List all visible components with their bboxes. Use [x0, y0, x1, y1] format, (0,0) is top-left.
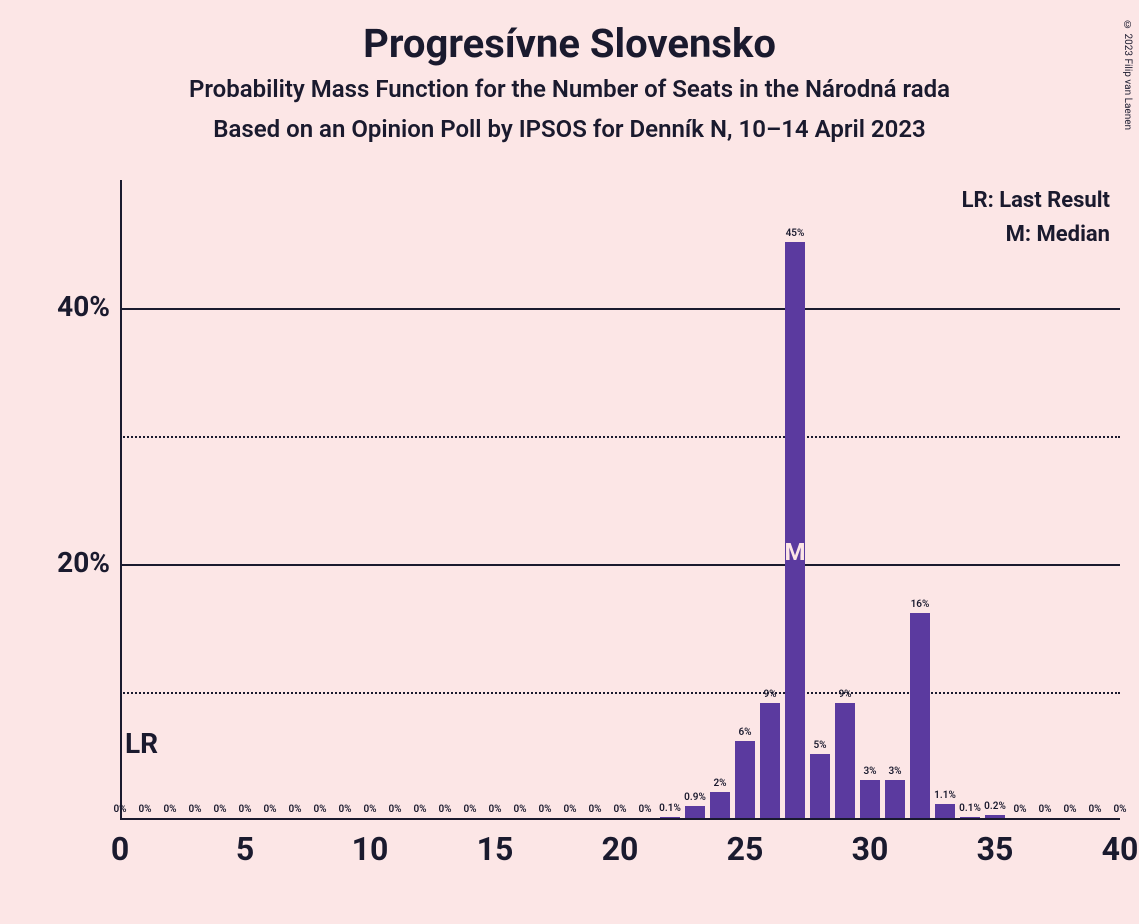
x-tick-label: 25: [727, 830, 764, 868]
bar-value-label: 0%: [1013, 804, 1026, 815]
x-tick-label: 35: [977, 830, 1014, 868]
bar-value-label: 0%: [288, 804, 301, 815]
bar-value-label: 3%: [888, 766, 901, 777]
bar-value-label: 0%: [388, 804, 401, 815]
bar-value-label: 0%: [113, 804, 126, 815]
bar-value-label: 3%: [863, 766, 876, 777]
bar-value-label: 0%: [263, 804, 276, 815]
gridline: [120, 564, 1120, 566]
bar-value-label: 0%: [438, 804, 451, 815]
bar-value-label: 0%: [538, 804, 551, 815]
bar-value-label: 9%: [763, 689, 776, 700]
bar-value-label: 0.1%: [959, 803, 981, 814]
bar-value-label: 0%: [1113, 804, 1126, 815]
bar-value-label: 0%: [588, 804, 601, 815]
bar: [710, 792, 730, 818]
plot-area: 0% 0% 0% 0% 0% 0% 0% 0% 0% 0% 0% 0% 0% 0% 0% 0% 0% 0% 0% 0%…: [120, 180, 1120, 820]
bar-value-label: 0%: [563, 804, 576, 815]
bar: [735, 741, 755, 818]
bar-value-label: 0%: [613, 804, 626, 815]
x-tick-label: 30: [852, 830, 889, 868]
bar-value-label: 0.2%: [984, 801, 1006, 812]
bar-value-label: 0.1%: [659, 803, 681, 814]
bar-value-label: 0%: [338, 804, 351, 815]
bar: [885, 780, 905, 818]
bar: [810, 754, 830, 818]
bar-value-label: 0%: [1088, 804, 1101, 815]
bar-value-label: 2%: [713, 778, 726, 789]
bar-value-label: 0%: [163, 804, 176, 815]
bar-value-label: 0%: [313, 804, 326, 815]
bar-value-label: 0%: [513, 804, 526, 815]
x-tick-label: 15: [477, 830, 514, 868]
chart-subtitle-1: Probability Mass Function for the Number…: [0, 75, 1139, 103]
median-marker: M: [784, 538, 805, 566]
chart-container: © 2023 Filip van Laenen Progresívne Slov…: [0, 0, 1139, 924]
legend-m: M: Median: [1006, 222, 1110, 247]
legend-lr: LR: Last Result: [962, 188, 1110, 213]
bar: [835, 703, 855, 818]
bar: [960, 817, 980, 818]
bar-value-label: 0%: [463, 804, 476, 815]
x-axis: [120, 818, 1120, 820]
y-tick-label: 20%: [30, 546, 110, 579]
x-tick-label: 10: [352, 830, 389, 868]
bar: [910, 613, 930, 818]
bar: [785, 242, 805, 818]
bar-value-label: 45%: [786, 228, 805, 239]
bar-value-label: 0%: [238, 804, 251, 815]
bar: [860, 780, 880, 818]
chart-subtitle-2: Based on an Opinion Poll by IPSOS for De…: [0, 115, 1139, 143]
bar-value-label: 0.9%: [684, 792, 706, 803]
bar-value-label: 0%: [138, 804, 151, 815]
bar: [760, 703, 780, 818]
bar: [935, 804, 955, 818]
lr-axis-label: LR: [125, 727, 158, 760]
gridline-minor: [120, 436, 1120, 438]
x-tick-label: 40: [1102, 830, 1139, 868]
x-tick-label: 5: [236, 830, 254, 868]
bar-value-label: 9%: [838, 689, 851, 700]
bar: [985, 815, 1005, 818]
bar-value-label: 0%: [363, 804, 376, 815]
y-axis: [120, 180, 122, 820]
bar-value-label: 6%: [738, 727, 751, 738]
bar-value-label: 0%: [213, 804, 226, 815]
bar-value-label: 0%: [1038, 804, 1051, 815]
chart-title: Progresívne Slovensko: [0, 20, 1139, 67]
x-tick-label: 20: [602, 830, 639, 868]
bar-value-label: 0%: [188, 804, 201, 815]
gridline: [120, 308, 1120, 310]
bar-value-label: 0%: [488, 804, 501, 815]
bar-value-label: 5%: [813, 740, 826, 751]
bar: [685, 806, 705, 818]
bar-value-label: 0%: [638, 804, 651, 815]
y-tick-label: 40%: [30, 290, 110, 323]
bar: [660, 817, 680, 818]
bar-value-label: 0%: [1063, 804, 1076, 815]
bar-value-label: 0%: [413, 804, 426, 815]
gridline-minor: [120, 692, 1120, 694]
bar-value-label: 1.1%: [934, 790, 956, 801]
bar-value-label: 16%: [911, 599, 930, 610]
x-tick-label: 0: [111, 830, 129, 868]
